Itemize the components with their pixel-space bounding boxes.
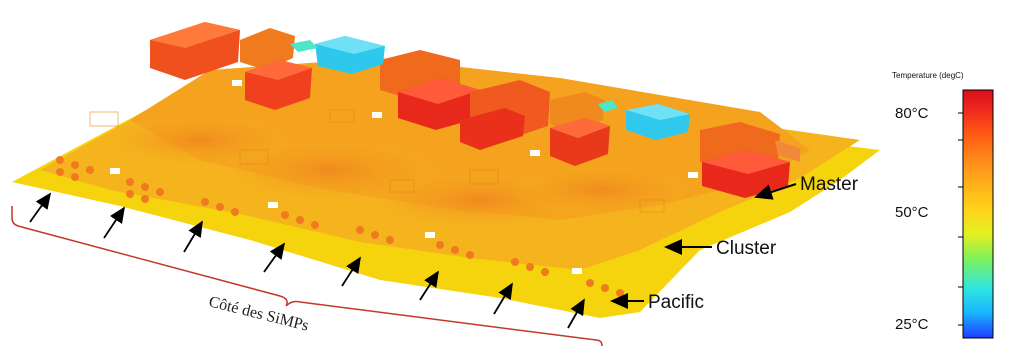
tick-80: 80°C xyxy=(895,105,929,122)
simp-bracket xyxy=(11,206,603,347)
simp-arrows xyxy=(29,192,585,329)
arrow-2 xyxy=(103,206,125,239)
hot-components xyxy=(150,22,800,198)
callouts: Master Cluster Pacific xyxy=(610,174,859,313)
colorbar-title: Temperature (degC) xyxy=(892,71,964,80)
cluster-label: Cluster xyxy=(716,238,777,259)
tick-25: 25°C xyxy=(895,316,929,333)
cool-components xyxy=(290,36,690,140)
tick-50: 50°C xyxy=(895,204,929,221)
arrow-7 xyxy=(493,282,513,315)
arrow-8 xyxy=(567,298,585,329)
arrow-5 xyxy=(341,256,361,287)
arrow-3 xyxy=(183,220,203,253)
temperature-colorbar: Temperature (degC) 80°C 50°C 25°C xyxy=(892,71,994,339)
arrow-1 xyxy=(29,192,52,223)
arrow-4 xyxy=(263,242,286,273)
master-arrow xyxy=(754,183,797,200)
colorbar-gradient xyxy=(962,89,994,339)
board-stack xyxy=(12,22,880,318)
arrow-6 xyxy=(419,270,439,301)
pacific-label: Pacific xyxy=(648,292,704,313)
simp-side-label: Côté des SiMPs xyxy=(207,293,310,334)
master-label: Master xyxy=(800,174,859,195)
